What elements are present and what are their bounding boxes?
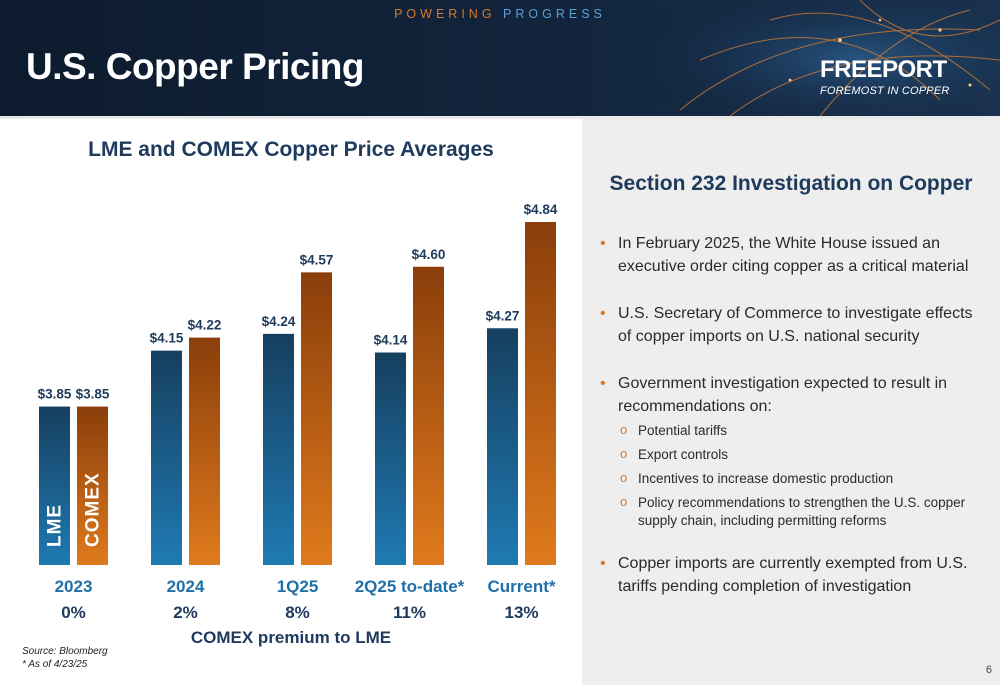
panel-title: Section 232 Investigation on Copper (609, 172, 973, 195)
data-label-lme: $4.15 (150, 331, 184, 346)
premium-value: 13% (504, 603, 538, 622)
logo-name: FREEPORT (820, 56, 947, 83)
tagline-part1: POWERING (394, 7, 496, 21)
category-label: 1Q25 (277, 577, 319, 596)
tagline: POWERING PROGRESS (0, 7, 1000, 21)
premium-value: 2% (173, 603, 198, 622)
bullet-item-recommendations: Government investigation expected to res… (600, 372, 985, 530)
premium-value: 8% (285, 603, 310, 622)
sub-bullet-item: Policy recommendations to strengthen the… (618, 493, 985, 530)
page-title: U.S. Copper Pricing (26, 46, 364, 87)
data-label-lme: $4.24 (262, 314, 296, 329)
source-line: Source: Bloomberg (22, 646, 108, 657)
legend-comex: COMEX (83, 472, 104, 547)
category-label: Current* (487, 577, 555, 596)
bar-lme-4 (375, 352, 406, 565)
source-note: Source: Bloomberg * As of 4/23/25 (22, 645, 108, 671)
bar-comex-5 (525, 222, 556, 566)
header-banner: POWERING PROGRESS U.S. Copper Pricing FR… (0, 0, 1000, 116)
bar-comex-3 (301, 272, 332, 565)
data-label-lme: $4.27 (486, 308, 520, 323)
chart-title: LME and COMEX Copper Price Averages (88, 138, 494, 161)
bullet-item: U.S. Secretary of Commerce to investigat… (600, 302, 985, 348)
bullet-item: Copper imports are currently exempted fr… (600, 552, 985, 598)
premium-value: 11% (393, 603, 426, 622)
bullet-list: In February 2025, the White House issued… (600, 232, 985, 622)
premium-value: 0% (61, 603, 86, 622)
bar-chart: $3.85 $3.85 2023 0% $4.15 $4.22 2024 2% $4.24 $4.… (38, 202, 558, 622)
sub-bullet-item: Potential tariffs (618, 421, 985, 440)
category-label: 2Q25 to-date* (355, 577, 465, 596)
bullet-text: Government investigation expected to res… (618, 375, 948, 415)
legend-lme: LME (45, 504, 66, 547)
sub-bullet-item: Export controls (618, 445, 985, 464)
logo-subtitle: FOREMOST IN COPPER (820, 85, 950, 97)
tagline-part2: PROGRESS (503, 7, 606, 21)
category-label: 2023 (55, 577, 93, 596)
sub-bullet-item: Incentives to increase domestic producti… (618, 469, 985, 488)
bar-comex-1 (77, 406, 108, 565)
data-label-comex: $4.57 (300, 252, 334, 267)
data-label-lme: $3.85 (38, 387, 72, 402)
company-logo: FREEPORT FOREMOST IN COPPER (820, 56, 970, 97)
bar-lme-3 (263, 333, 294, 565)
bar-comex-4 (413, 266, 444, 565)
sub-bullet-list: Potential tariffs Export controls Incent… (618, 421, 985, 530)
bar-lme-2 (151, 350, 182, 565)
data-label-comex: $4.84 (524, 202, 558, 217)
data-label-lme: $4.14 (374, 333, 408, 348)
bar-comex-2 (189, 337, 220, 565)
bar-lme-1 (39, 406, 70, 565)
globe-network-graphic (640, 0, 1000, 116)
footnote-line: * As of 4/23/25 (22, 659, 88, 670)
bullet-item: In February 2025, the White House issued… (600, 232, 985, 278)
data-label-comex: $4.60 (412, 247, 446, 262)
header-divider (0, 116, 1000, 119)
data-label-comex: $4.22 (188, 318, 222, 333)
data-label-comex: $3.85 (76, 387, 110, 402)
page-number: 6 (985, 664, 992, 676)
premium-axis-label: COMEX premium to LME (190, 628, 392, 647)
bar-lme-5 (487, 328, 518, 565)
category-label: 2024 (167, 577, 205, 596)
